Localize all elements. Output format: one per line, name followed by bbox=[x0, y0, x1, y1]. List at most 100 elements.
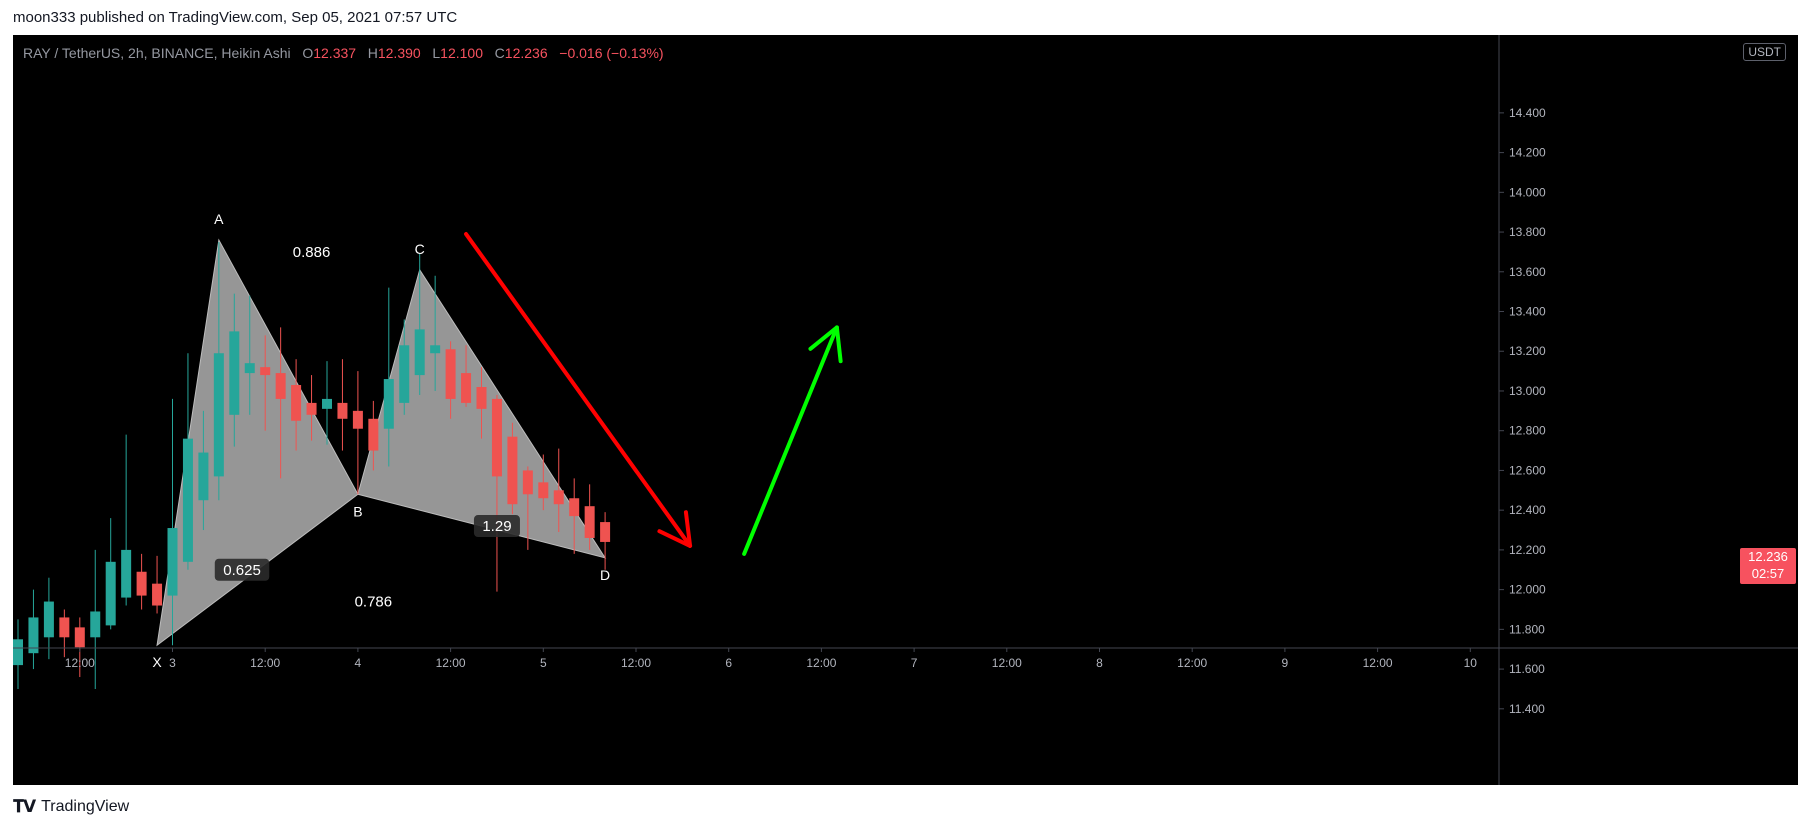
candle-body bbox=[43, 601, 54, 638]
candle-body bbox=[538, 482, 549, 499]
arrow-down bbox=[464, 232, 693, 548]
tradingview-logo-icon: 𝐓𝗩 bbox=[13, 797, 36, 816]
time-tick-label: 7 bbox=[911, 656, 918, 670]
candle-body bbox=[244, 363, 255, 374]
close-label: C bbox=[494, 45, 505, 61]
price-tick-label: 12.400 bbox=[1509, 503, 1546, 517]
price-tick-label: 14.000 bbox=[1509, 185, 1546, 199]
candle-body bbox=[74, 627, 85, 648]
ratio-label-text: 0.886 bbox=[293, 244, 331, 261]
ratio-label-box bbox=[214, 558, 270, 581]
candle-body bbox=[337, 402, 348, 419]
candle-body bbox=[105, 561, 116, 626]
candle-body bbox=[491, 398, 502, 477]
time-tick-label: 3 bbox=[169, 656, 176, 670]
candle-body bbox=[430, 345, 441, 354]
time-tick-label: 12:00 bbox=[436, 656, 466, 670]
last-price-tag: 12.236 02:57 bbox=[1740, 548, 1796, 584]
candle-body bbox=[383, 379, 394, 429]
candle-body bbox=[291, 385, 302, 421]
candle-down bbox=[491, 394, 502, 592]
candle-up bbox=[430, 275, 441, 391]
candle-up bbox=[229, 293, 240, 447]
open-label: O bbox=[302, 45, 314, 61]
candle-up bbox=[213, 241, 224, 501]
candle-up bbox=[322, 361, 332, 445]
time-tick-label: 8 bbox=[1096, 656, 1103, 670]
candle-body bbox=[121, 549, 132, 598]
candle-up bbox=[399, 319, 410, 415]
time-tick-label: 12:00 bbox=[992, 656, 1022, 670]
candle-body bbox=[322, 398, 332, 409]
candle-body bbox=[152, 583, 163, 606]
tradingview-logo[interactable]: 𝐓𝗩 TradingView bbox=[13, 797, 129, 817]
candle-up bbox=[182, 353, 193, 570]
chart-panel[interactable]: X A B C D 0.886 0.625 0.786 1.29 14.400 14.200 14.… bbox=[13, 35, 1798, 785]
candle-body bbox=[368, 418, 379, 451]
candle-down bbox=[59, 609, 70, 658]
ratio-label: 0.625 bbox=[214, 558, 270, 581]
candle-body bbox=[399, 345, 410, 403]
candle-down bbox=[600, 512, 611, 570]
price-tick-label: 13.800 bbox=[1509, 225, 1546, 239]
candle-down bbox=[461, 345, 472, 407]
candle-down bbox=[74, 617, 85, 678]
candle-body bbox=[461, 373, 472, 403]
candle-body bbox=[136, 571, 147, 596]
price-tick-label: 13.600 bbox=[1509, 265, 1546, 279]
price-tick-label: 13.400 bbox=[1509, 305, 1546, 319]
candle-body bbox=[600, 522, 611, 542]
candle-down bbox=[275, 327, 286, 479]
candle-body bbox=[213, 353, 224, 477]
arrow-up bbox=[742, 325, 843, 556]
price-tick-label: 11.800 bbox=[1509, 622, 1545, 636]
ratio-label-box bbox=[473, 515, 520, 538]
candle-up bbox=[383, 287, 394, 467]
time-tick-label: 12:00 bbox=[250, 656, 280, 670]
bar-countdown: 02:57 bbox=[1751, 566, 1785, 581]
open-value: 12.337 bbox=[313, 45, 357, 61]
candle-down bbox=[352, 371, 363, 495]
candle-body bbox=[59, 617, 70, 638]
candle-body bbox=[584, 506, 595, 538]
candle-body bbox=[569, 498, 580, 517]
low-value: 12.100 bbox=[440, 45, 483, 61]
candle-down bbox=[538, 454, 549, 511]
candle-body bbox=[522, 470, 533, 495]
price-tick-label: 13.200 bbox=[1509, 344, 1546, 358]
close-value: 12.236 bbox=[504, 45, 548, 61]
high-label: H bbox=[367, 45, 378, 61]
candle-down bbox=[445, 341, 456, 419]
price-tick-label: 14.200 bbox=[1509, 146, 1546, 160]
pattern-labels: X A B C D 0.886 0.625 0.786 1.29 bbox=[152, 211, 610, 670]
candle-down bbox=[368, 400, 379, 471]
time-tick-label: 10 bbox=[1464, 656, 1478, 670]
candle-down bbox=[476, 367, 487, 439]
candle-down bbox=[337, 359, 348, 451]
price-tick-label: 11.400 bbox=[1509, 702, 1545, 716]
time-tick-label: 12:00 bbox=[1363, 656, 1393, 670]
candle-body bbox=[507, 436, 518, 505]
candle-down bbox=[553, 448, 564, 533]
time-tick-label: 12:00 bbox=[806, 656, 836, 670]
pattern-point-d: D bbox=[600, 567, 610, 583]
pattern-point-a: A bbox=[214, 211, 224, 227]
currency-badge[interactable]: USDT bbox=[1743, 43, 1786, 61]
ratio-label-text: 1.29 bbox=[482, 518, 511, 535]
arrow-up-shaft bbox=[742, 325, 839, 556]
high-value: 12.390 bbox=[377, 45, 421, 61]
arrow-down-head bbox=[657, 510, 693, 548]
time-tick-label: 4 bbox=[355, 656, 362, 670]
candle-body bbox=[352, 410, 363, 429]
time-tick-label: 12:00 bbox=[621, 656, 651, 670]
candle-up bbox=[28, 589, 39, 670]
price-tick-label: 13.000 bbox=[1509, 384, 1546, 398]
arrow-up-head bbox=[808, 325, 843, 364]
candle-down bbox=[291, 359, 302, 451]
time-tick-label: 12:00 bbox=[1177, 656, 1207, 670]
harmonic-pattern bbox=[156, 238, 607, 647]
pattern-point-x: X bbox=[152, 654, 162, 670]
candle-body bbox=[167, 528, 178, 596]
candles bbox=[13, 241, 611, 689]
